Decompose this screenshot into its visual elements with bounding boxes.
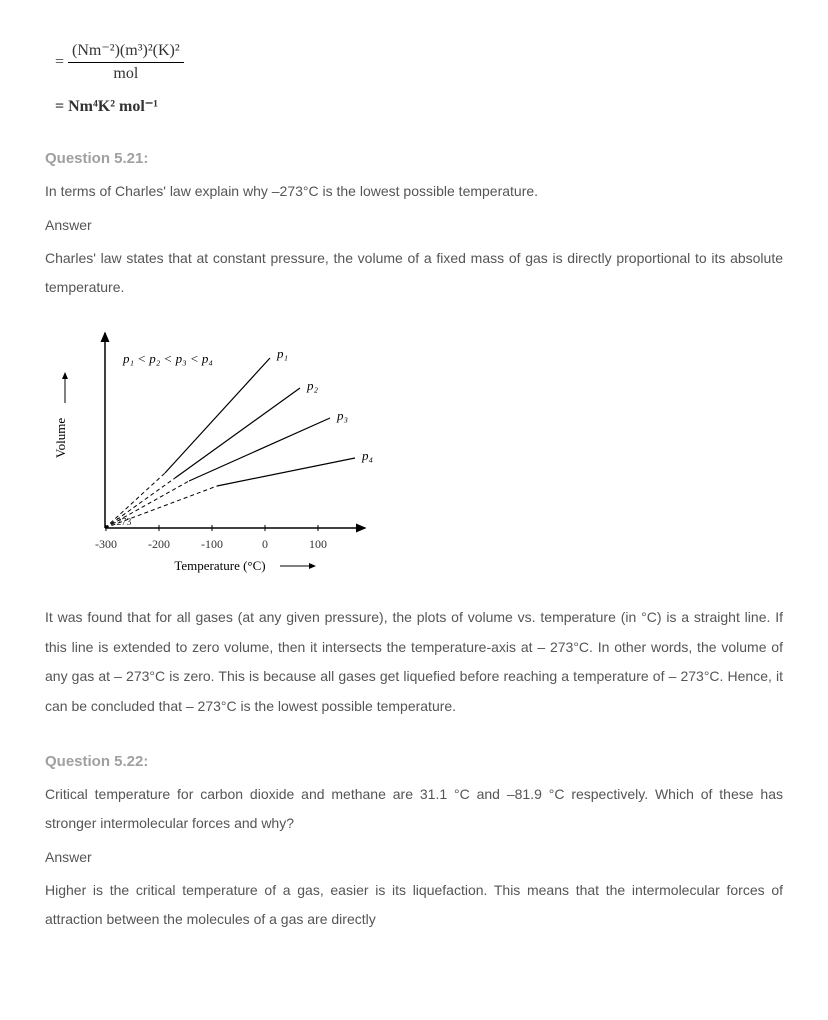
question-heading-522: Question 5.22: xyxy=(45,751,783,772)
fraction: (Nm⁻²)(m³)²(K)² mol xyxy=(68,40,184,86)
equals-sign: = xyxy=(55,54,68,71)
equation-block: = (Nm⁻²)(m³)²(K)² mol xyxy=(55,40,783,86)
answer-para-521-1: Charles' law states that at constant pre… xyxy=(45,244,783,303)
svg-text:p₂: p₂ xyxy=(306,378,319,393)
svg-text:p₁ < p₂ < p₃ < p₄: p₁ < p₂ < p₃ < p₄ xyxy=(122,351,213,366)
svg-text:p₃: p₃ xyxy=(336,408,348,423)
svg-text:0: 0 xyxy=(262,537,268,551)
numerator: (Nm⁻²)(m³)²(K)² xyxy=(68,40,184,63)
equation-result: = Nm⁴K² mol⁻¹ xyxy=(55,96,783,118)
svg-text:Temperature (°C): Temperature (°C) xyxy=(174,558,265,573)
answer-para-521-2: It was found that for all gases (at any … xyxy=(45,603,783,721)
svg-text:p₁: p₁ xyxy=(276,346,288,361)
answer-label-521: Answer xyxy=(45,211,783,240)
svg-text:100: 100 xyxy=(309,537,327,551)
svg-text:-300: -300 xyxy=(95,537,117,551)
question-prompt-522: Critical temperature for carbon dioxide … xyxy=(45,780,783,839)
svg-text:-100: -100 xyxy=(201,537,223,551)
question-heading-521: Question 5.21: xyxy=(45,148,783,169)
svg-text:Volume: Volume xyxy=(53,417,68,457)
svg-text:p₄: p₄ xyxy=(361,448,374,463)
chart-svg: -300-200-1000100-273p₁p₂p₃p₄p₁ < p₂ < p₃… xyxy=(45,318,405,588)
answer-para-522-1: Higher is the critical temperature of a … xyxy=(45,876,783,935)
charles-law-chart: -300-200-1000100-273p₁p₂p₃p₄p₁ < p₂ < p₃… xyxy=(45,318,783,594)
question-prompt-521: In terms of Charles' law explain why –27… xyxy=(45,177,783,206)
denominator: mol xyxy=(68,63,184,85)
svg-text:-200: -200 xyxy=(148,537,170,551)
answer-label-522: Answer xyxy=(45,843,783,872)
